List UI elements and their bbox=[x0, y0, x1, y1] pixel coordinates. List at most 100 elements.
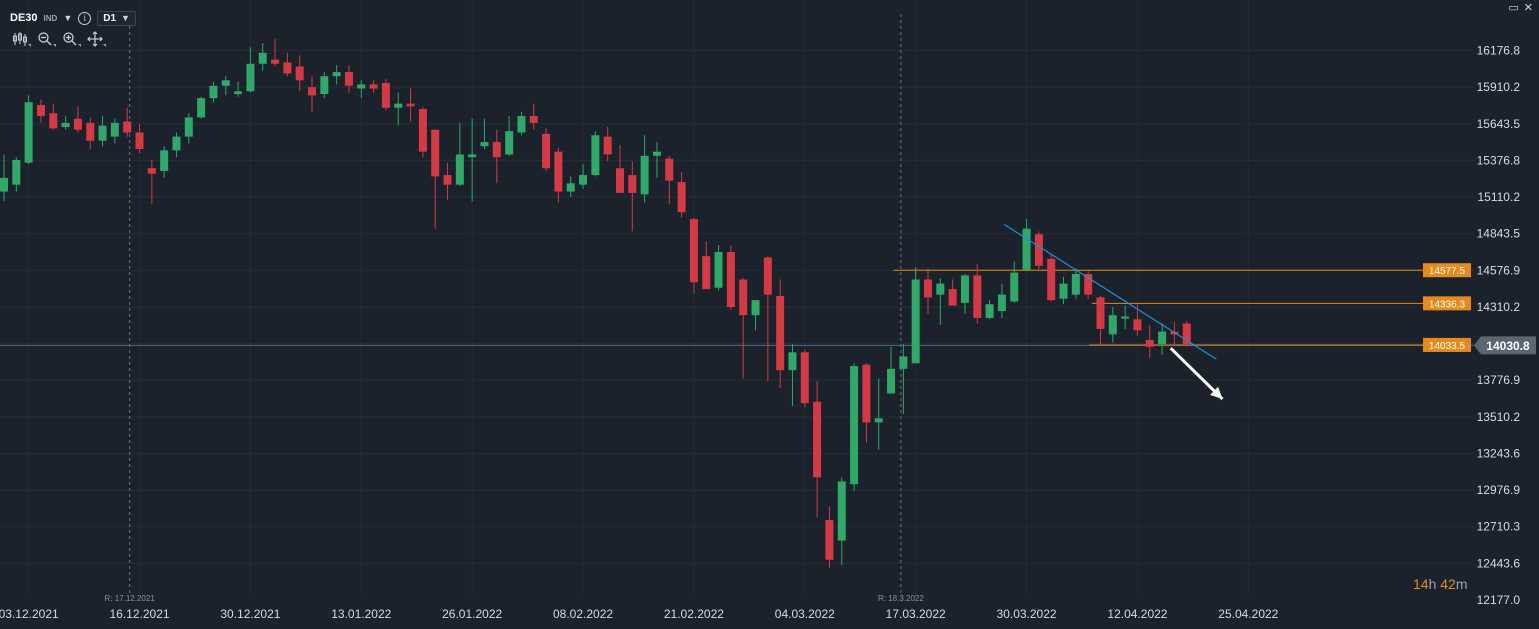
info-icon[interactable]: i bbox=[78, 11, 92, 25]
candle-bull bbox=[160, 150, 169, 171]
candle-bull bbox=[197, 98, 206, 118]
zoom-out-icon[interactable] bbox=[37, 31, 56, 47]
y-tick-label: 12710.3 bbox=[1477, 520, 1521, 534]
symbol-name[interactable]: DE30 bbox=[10, 12, 38, 24]
candle-bull bbox=[61, 122, 70, 127]
candle-bull bbox=[652, 151, 661, 156]
current-price-label: 14030.8 bbox=[1486, 339, 1530, 353]
candle-bull bbox=[985, 304, 994, 318]
x-tick-label: 16.12.2021 bbox=[109, 607, 169, 621]
candle-bull bbox=[1010, 272, 1019, 302]
candle-bear bbox=[147, 168, 156, 174]
candle-bear bbox=[973, 275, 982, 318]
candle-bull bbox=[221, 80, 230, 86]
chart-tools bbox=[12, 31, 106, 47]
candlestick-icon[interactable] bbox=[12, 31, 31, 47]
candle-bull bbox=[468, 154, 477, 158]
candle-bull bbox=[455, 154, 464, 185]
candle-bear bbox=[763, 257, 772, 295]
maximize-icon[interactable]: ▭ bbox=[1508, 2, 1519, 14]
candle-bear bbox=[49, 113, 58, 129]
candle-bear bbox=[726, 252, 735, 307]
candle-bull bbox=[1108, 315, 1117, 335]
candle-bull bbox=[911, 279, 920, 364]
candle-bear bbox=[406, 103, 415, 107]
y-tick-label: 13243.6 bbox=[1477, 446, 1521, 460]
candle-bear bbox=[1096, 297, 1105, 329]
candle-bear bbox=[554, 151, 563, 192]
candle-bear bbox=[776, 295, 785, 371]
candle-bear bbox=[1182, 323, 1191, 345]
arrow-head bbox=[1210, 386, 1223, 400]
countdown-hours-unit: h bbox=[1428, 576, 1437, 592]
candle-bear bbox=[813, 401, 822, 478]
candle-bull bbox=[332, 72, 341, 77]
candle-bear bbox=[443, 175, 452, 185]
symbol-dropdown-icon[interactable]: ▼ bbox=[63, 13, 73, 23]
candle-bull bbox=[899, 356, 908, 369]
candle-countdown: 14h 42m bbox=[1413, 576, 1468, 592]
candle-bull bbox=[751, 300, 760, 316]
market-type: IND bbox=[43, 13, 58, 23]
candle-bull bbox=[936, 283, 945, 295]
candle-bear bbox=[603, 136, 612, 155]
y-tick-label: 15910.2 bbox=[1477, 80, 1521, 94]
x-tick-label: 03.12.2021 bbox=[0, 607, 59, 621]
candle-bear bbox=[948, 289, 957, 306]
candle-bear bbox=[344, 72, 353, 86]
candle-bull bbox=[566, 183, 575, 192]
candle-bear bbox=[369, 84, 378, 89]
candle-bear bbox=[1145, 339, 1154, 347]
candle-bull bbox=[357, 84, 366, 89]
candle-bull bbox=[246, 63, 255, 92]
y-tick-label: 12443.6 bbox=[1477, 556, 1521, 570]
candle-bear bbox=[381, 83, 390, 108]
candle-bull bbox=[997, 294, 1006, 312]
candle-bull bbox=[850, 366, 859, 485]
y-tick-label: 12976.9 bbox=[1477, 483, 1521, 497]
candle-bull bbox=[837, 481, 846, 541]
zoom-in-icon[interactable] bbox=[62, 31, 81, 47]
y-tick-label: 14576.9 bbox=[1477, 263, 1521, 277]
x-tick-label: 12.04.2022 bbox=[1107, 607, 1167, 621]
candle-bear bbox=[542, 133, 551, 169]
candle-bull bbox=[1071, 273, 1080, 295]
timeframe-select[interactable]: D1 ▼ bbox=[97, 10, 136, 26]
candle-bull bbox=[1022, 228, 1031, 270]
candle-bear bbox=[1047, 258, 1056, 301]
x-tick-label: 21.02.2022 bbox=[664, 607, 724, 621]
candle-bull bbox=[98, 125, 107, 141]
candle-bear bbox=[36, 105, 45, 117]
price-axis: 16176.8 15910.2 15643.5 15376.8 15110.2 14843… bbox=[1477, 44, 1521, 608]
y-tick-label: 15643.5 bbox=[1477, 117, 1521, 131]
x-tick-label: 26.01.2022 bbox=[442, 607, 502, 621]
candle-bull bbox=[172, 136, 181, 151]
y-tick-label: 13510.2 bbox=[1477, 410, 1521, 424]
countdown-minutes-unit: m bbox=[1455, 576, 1468, 592]
x-tick-label: 17.03.2022 bbox=[886, 607, 946, 621]
drawing-overlays[interactable] bbox=[1004, 224, 1224, 401]
rollover-label: R: 18.3.2022 bbox=[878, 594, 924, 603]
y-tick-label: 13776.9 bbox=[1477, 373, 1521, 387]
candle-bull bbox=[874, 418, 883, 423]
trendline bbox=[1004, 224, 1217, 360]
y-tick-label: 16176.8 bbox=[1477, 44, 1521, 58]
candle-bear bbox=[665, 158, 674, 181]
level-tag-label: 14033.5 bbox=[1429, 341, 1466, 352]
candle-bull bbox=[960, 275, 969, 303]
rollover-markers: R: 17.12.2021 R: 18.3.2022 bbox=[105, 14, 924, 603]
candle-bull bbox=[24, 102, 33, 163]
level-tag bbox=[1423, 337, 1471, 352]
close-icon[interactable]: ✕ bbox=[1523, 2, 1533, 14]
move-crosshair-icon[interactable] bbox=[87, 31, 106, 47]
x-tick-label: 25.04.2022 bbox=[1218, 607, 1278, 621]
y-tick-label: 15110.2 bbox=[1478, 190, 1521, 204]
candle-bear bbox=[308, 87, 316, 96]
candle-bear bbox=[689, 219, 698, 283]
candle-bear bbox=[431, 129, 440, 177]
level-tag bbox=[1423, 263, 1471, 278]
rollover-label: R: 17.12.2021 bbox=[105, 594, 156, 603]
x-tick-label: 08.02.2022 bbox=[553, 607, 613, 621]
candle-bear bbox=[73, 118, 82, 130]
